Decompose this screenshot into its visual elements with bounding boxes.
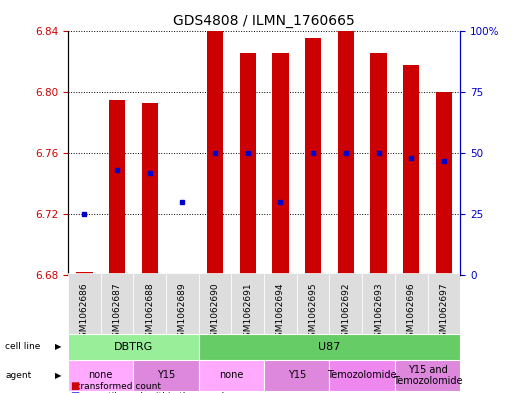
Bar [199, 334, 460, 360]
Text: transformed count: transformed count [71, 382, 161, 391]
Text: GSM1062694: GSM1062694 [276, 282, 285, 343]
Text: ■: ■ [71, 381, 80, 391]
Bar [436, 92, 452, 275]
Bar [329, 360, 395, 391]
Bar [329, 273, 362, 334]
Bar [76, 272, 93, 275]
Text: Y15: Y15 [288, 370, 306, 380]
Bar [264, 273, 297, 334]
Text: GSM1062695: GSM1062695 [309, 282, 317, 343]
Text: GSM1062691: GSM1062691 [243, 282, 252, 343]
Bar [133, 273, 166, 334]
Text: GSM1062690: GSM1062690 [211, 282, 220, 343]
Text: ■: ■ [71, 391, 80, 393]
Title: GDS4808 / ILMN_1760665: GDS4808 / ILMN_1760665 [173, 14, 355, 28]
Bar [207, 31, 223, 275]
Text: GSM1062686: GSM1062686 [80, 282, 89, 343]
Bar [305, 37, 321, 275]
Text: GSM1062688: GSM1062688 [145, 282, 154, 343]
Bar [362, 273, 395, 334]
Text: percentile rank within the sample: percentile rank within the sample [71, 392, 230, 393]
Bar [199, 360, 264, 391]
Bar [100, 273, 133, 334]
Text: GSM1062689: GSM1062689 [178, 282, 187, 343]
Text: Y15: Y15 [157, 370, 175, 380]
Bar [264, 360, 329, 391]
Bar [395, 360, 460, 391]
Bar [403, 65, 419, 275]
Bar [68, 273, 100, 334]
Text: agent: agent [5, 371, 31, 380]
Bar [240, 53, 256, 275]
Bar [428, 273, 460, 334]
Text: DBTRG: DBTRG [113, 342, 153, 352]
Bar [133, 360, 199, 391]
Text: Y15 and
Temozolomide: Y15 and Temozolomide [393, 365, 462, 386]
Bar [166, 273, 199, 334]
Text: U87: U87 [319, 342, 340, 352]
Text: GSM1062693: GSM1062693 [374, 282, 383, 343]
Bar [297, 273, 329, 334]
Text: GSM1062697: GSM1062697 [439, 282, 448, 343]
Text: GSM1062696: GSM1062696 [407, 282, 416, 343]
Text: GSM1062692: GSM1062692 [342, 282, 350, 343]
Bar [199, 273, 231, 334]
Bar [68, 334, 199, 360]
Bar [231, 273, 264, 334]
Text: none: none [88, 370, 113, 380]
Text: ▶: ▶ [55, 371, 62, 380]
Bar [142, 103, 158, 275]
Text: cell line: cell line [5, 342, 41, 351]
Text: GSM1062687: GSM1062687 [112, 282, 121, 343]
Text: none: none [219, 370, 244, 380]
Text: ▶: ▶ [55, 342, 62, 351]
Bar [338, 31, 354, 275]
Bar [370, 53, 386, 275]
Bar [272, 53, 289, 275]
Bar [395, 273, 428, 334]
Text: Temozolomide: Temozolomide [327, 370, 397, 380]
Bar [68, 360, 133, 391]
Bar [109, 100, 125, 275]
